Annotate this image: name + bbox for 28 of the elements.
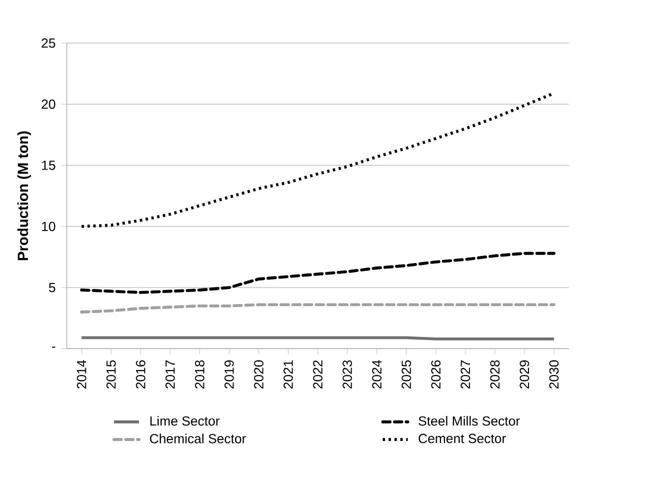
x-tick-label: 2017: [165, 360, 175, 388]
x-tick-label: 2021: [284, 360, 293, 388]
legend-label: Cement Sector: [418, 434, 506, 444]
y-tick-label: 15: [42, 160, 56, 170]
legend-label: Chemical Sector: [150, 434, 246, 444]
x-tick-label: 2016: [136, 360, 146, 388]
x-tick-label: 2025: [402, 360, 412, 388]
x-tick-label: 2015: [106, 360, 116, 388]
x-tick-label: 2030: [549, 360, 559, 388]
legend-label: Steel Mills Sector: [418, 416, 520, 426]
x-tick-label: 2023: [342, 360, 352, 388]
y-tick-label: 5: [48, 282, 56, 292]
x-tick-label: 2018: [194, 360, 204, 388]
x-tick-label: 2026: [431, 360, 441, 388]
x-tick-label: 2029: [520, 360, 530, 388]
y-tick-label: 25: [42, 38, 56, 48]
x-tick-label: 2019: [224, 360, 234, 388]
x-tick-label: 2020: [254, 360, 264, 388]
y-tick-label: 10: [42, 222, 56, 232]
legend-label: Lime Sector: [150, 416, 220, 426]
x-tick-label: 2028: [490, 360, 500, 388]
x-tick-label: 2022: [313, 360, 322, 388]
y-tick-label: -: [52, 346, 56, 348]
x-tick-label: 2024: [372, 360, 382, 388]
x-tick-label: 2014: [76, 360, 86, 388]
y-axis-title: Production (M ton): [17, 131, 31, 260]
x-tick-label: 2027: [460, 360, 470, 388]
y-tick-label: 20: [42, 99, 56, 109]
